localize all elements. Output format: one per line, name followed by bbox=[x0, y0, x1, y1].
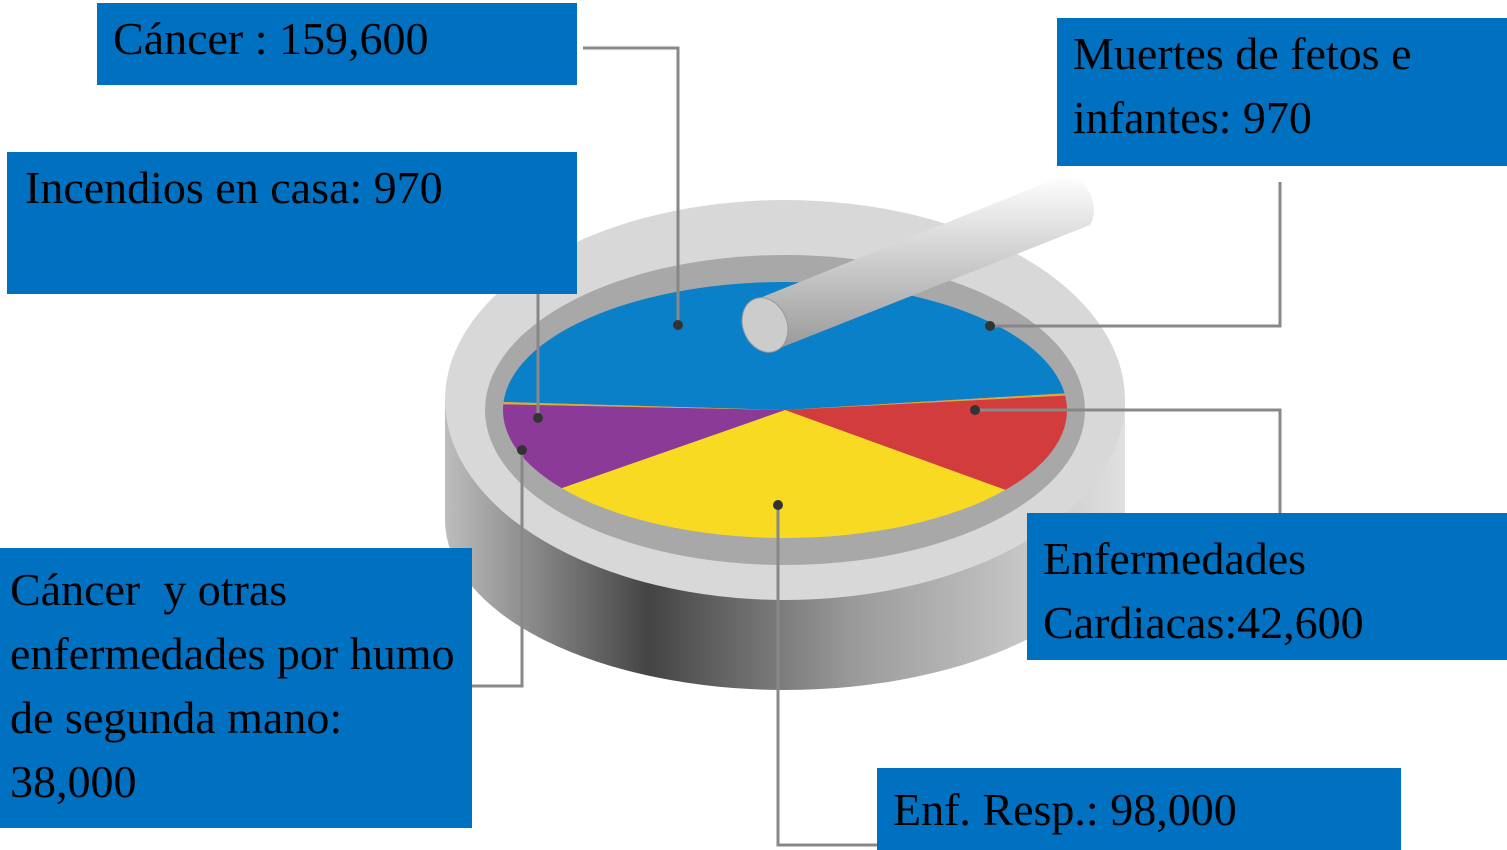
pie-slice bbox=[503, 404, 785, 489]
label-box: Enf. Resp.: 98,000 bbox=[877, 768, 1401, 850]
label-box: Cáncer y otras enfermedades por humo de … bbox=[0, 548, 472, 828]
leader-lines bbox=[472, 46, 1282, 847]
label-box: Enfermedades Cardiacas:42,600 bbox=[1027, 513, 1507, 660]
label-box: Muertes de fetos e infantes: 970 bbox=[1057, 18, 1507, 166]
pie-slice bbox=[503, 401, 785, 410]
cigarette bbox=[741, 174, 1094, 353]
label-box: Cáncer : 159,600 bbox=[97, 3, 577, 85]
pie-slice bbox=[785, 395, 1067, 490]
pie-slice bbox=[785, 393, 1066, 410]
leader-dots bbox=[517, 320, 995, 510]
pie-slice bbox=[561, 410, 1006, 538]
label-box: Incendios en casa: 970 bbox=[7, 152, 577, 294]
